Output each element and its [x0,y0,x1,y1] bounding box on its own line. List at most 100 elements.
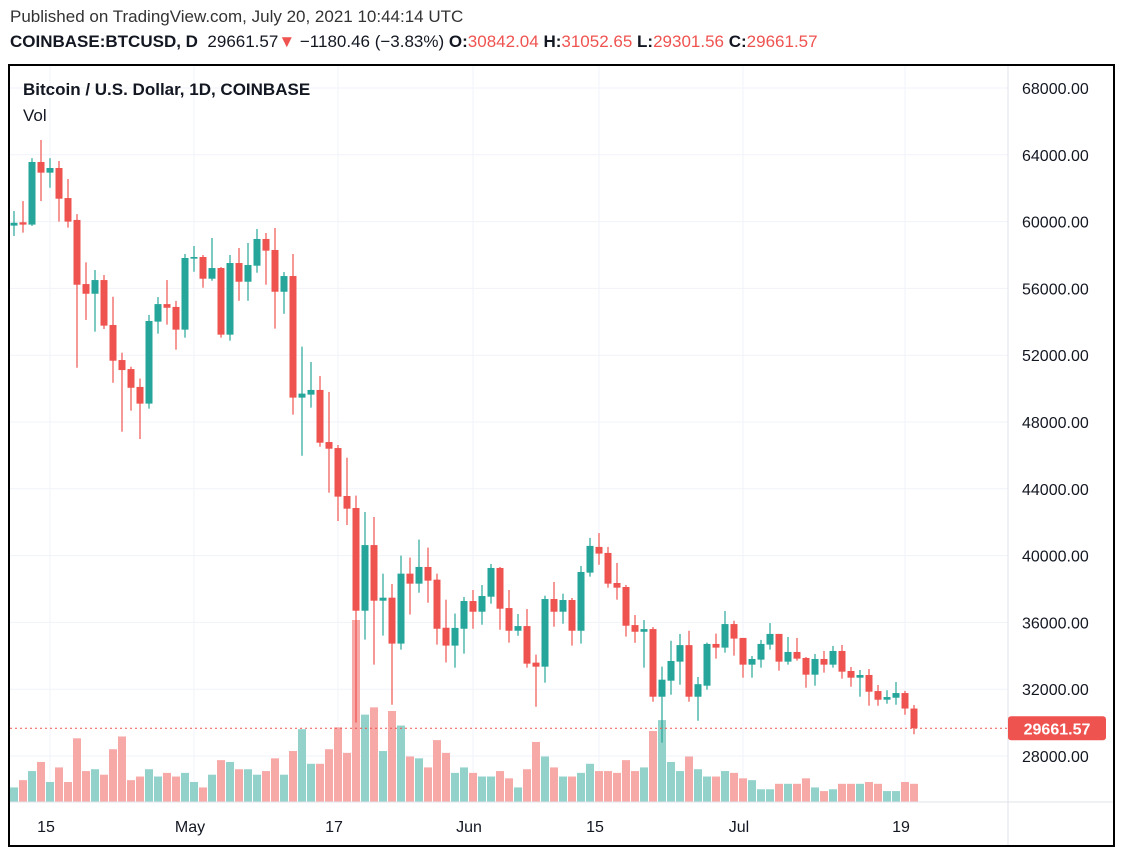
candle [118,352,126,432]
volume-bar [820,791,828,802]
volume-bar [739,778,747,802]
volume-legend: Vol [23,106,47,125]
candle [190,245,198,272]
volume-bar [631,771,639,802]
candle [631,615,639,643]
volume-bar [343,752,351,802]
candle-body [325,442,333,449]
y-tick-label: 44000.00 [1022,482,1089,499]
volume-bar [460,767,468,802]
candle [415,539,423,593]
candle-body [82,284,90,294]
candle-body [865,675,873,692]
volume-bar [190,781,198,802]
volume-bar [361,714,369,802]
x-tick-label: 17 [325,819,343,836]
volume-bar [910,783,918,802]
candle-body [478,596,486,612]
candle [523,609,531,668]
chart-legend-title: Bitcoin / U.S. Dollar, 1D, COINBASE [23,80,311,99]
volume-bar [127,780,135,802]
candle-body [361,545,369,611]
volume-bar [406,756,414,802]
candle-body [433,579,441,629]
candle-body [415,566,423,584]
high-value: 31052.65 [561,32,633,51]
candle [397,555,405,650]
volume-bar [811,787,819,802]
candle [424,547,432,603]
candle [550,581,558,627]
price-axis[interactable]: 28000.00 32000.00 36000.00 40000.00 4400… [1022,81,1089,766]
candle [838,644,846,679]
volume-bar [424,767,432,802]
candle-body [748,658,756,665]
candle [910,705,918,735]
candle-body [604,552,612,584]
grid-lines [10,66,1008,802]
last-price: 29661.57 [207,32,279,51]
candle [145,314,153,409]
open-label: O: [448,32,468,51]
candle-body [640,629,648,632]
volume-bar [46,781,54,802]
candle [235,247,243,301]
volume-bar [703,776,711,802]
volume-bar [199,787,207,802]
volume-bar [883,791,891,802]
candle-body [388,597,396,644]
candle [379,573,387,636]
candle [154,297,162,334]
candle-body [118,360,126,371]
candle-body [190,257,198,259]
candle-body [910,708,918,729]
candle [586,537,594,577]
volume-bar [613,772,621,802]
candle-body [217,268,225,335]
volume-bar [874,783,882,802]
candle [748,655,756,678]
symbol-label: COINBASE:BTCUSD, D [10,32,198,51]
volume-bar [640,767,648,802]
volume-bar [514,787,522,802]
candle [541,595,549,683]
volume-bar [73,738,81,802]
candle-body [703,643,711,686]
candle-body [721,624,729,648]
candle-body [262,238,270,251]
candle [811,653,819,686]
candle [865,668,873,706]
candle [298,346,306,456]
candle [757,639,765,668]
volume-bar [37,761,45,802]
candle [613,562,621,600]
candle [172,300,180,350]
volume-bar [370,707,378,802]
volume-bar [451,772,459,802]
volume-bar [262,771,270,802]
volume-bar [28,771,36,802]
candle [352,495,360,723]
candle [730,620,738,656]
candle [775,633,783,671]
volume-bar [604,771,612,802]
volume-bar [595,771,603,802]
candle-body [46,167,54,173]
candle-body [289,276,297,398]
candle-body [316,389,324,443]
volume-bar [577,772,585,802]
candle [370,517,378,665]
volume-bar [712,776,720,802]
candle [847,666,855,687]
candle-body [856,675,864,678]
volume-bar [568,776,576,802]
candle [784,636,792,665]
candle-body [154,304,162,322]
candle-body [469,601,477,612]
candle-body [136,386,144,404]
x-tick-label: 15 [37,819,55,836]
volume-bar [145,769,153,802]
x-tick-label: 19 [892,819,910,836]
time-axis[interactable]: 15 May 17 Jun 15 Jul 19 [37,819,910,836]
